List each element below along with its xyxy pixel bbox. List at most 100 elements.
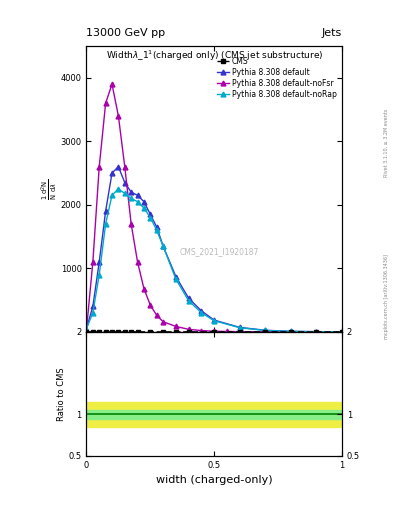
Pythia 8.308 default — [103, 208, 108, 214]
CMS — [97, 329, 101, 335]
Text: 13000 GeV pp: 13000 GeV pp — [86, 28, 165, 38]
Pythia 8.308 default-noFsr — [129, 221, 134, 227]
Pythia 8.308 default — [174, 273, 178, 280]
Pythia 8.308 default — [90, 304, 95, 310]
Pythia 8.308 default-noRap — [148, 215, 152, 221]
Pythia 8.308 default-noRap — [263, 327, 268, 333]
Text: mcplots.cern.ch [arXiv:1306.3436]: mcplots.cern.ch [arXiv:1306.3436] — [384, 254, 389, 339]
Pythia 8.308 default-noFsr — [154, 312, 159, 318]
Pythia 8.308 default-noRap — [90, 310, 95, 316]
Pythia 8.308 default-noRap — [84, 326, 89, 332]
Pythia 8.308 default-noRap — [174, 276, 178, 282]
Pythia 8.308 default — [123, 180, 127, 186]
Pythia 8.308 default-noFsr — [116, 113, 121, 119]
Text: CMS_2021_I1920187: CMS_2021_I1920187 — [180, 247, 259, 257]
Line: Pythia 8.308 default-noFsr: Pythia 8.308 default-noFsr — [84, 82, 344, 334]
Pythia 8.308 default-noFsr — [161, 318, 165, 325]
CMS — [161, 329, 165, 335]
CMS — [129, 329, 134, 335]
Pythia 8.308 default-noRap — [141, 205, 146, 211]
Pythia 8.308 default-noFsr — [90, 259, 95, 265]
Pythia 8.308 default-noFsr — [84, 327, 89, 333]
Line: Pythia 8.308 default: Pythia 8.308 default — [84, 164, 344, 334]
Pythia 8.308 default-noFsr — [174, 324, 178, 330]
Pythia 8.308 default-noRap — [154, 227, 159, 233]
CMS — [116, 329, 121, 335]
Pythia 8.308 default-noFsr — [135, 259, 140, 265]
CMS — [90, 329, 95, 335]
Pythia 8.308 default — [237, 324, 242, 330]
Pythia 8.308 default-noRap — [129, 196, 134, 202]
Pythia 8.308 default — [199, 308, 204, 314]
Pythia 8.308 default — [212, 317, 217, 323]
CMS — [186, 329, 191, 335]
Pythia 8.308 default — [340, 329, 344, 335]
Pythia 8.308 default-noFsr — [141, 286, 146, 292]
CMS — [212, 329, 217, 335]
Pythia 8.308 default-noFsr — [103, 100, 108, 106]
Pythia 8.308 default — [154, 224, 159, 230]
Pythia 8.308 default-noFsr — [340, 329, 344, 335]
Pythia 8.308 default-noRap — [110, 192, 114, 198]
Pythia 8.308 default-noFsr — [314, 329, 319, 335]
Pythia 8.308 default — [116, 164, 121, 170]
CMS — [110, 329, 114, 335]
Pythia 8.308 default-noRap — [340, 329, 344, 335]
Pythia 8.308 default — [129, 189, 134, 195]
Pythia 8.308 default-noFsr — [199, 328, 204, 334]
Pythia 8.308 default — [84, 326, 89, 332]
CMS — [174, 329, 178, 335]
Legend: CMS, Pythia 8.308 default, Pythia 8.308 default-noFsr, Pythia 8.308 default-noRa: CMS, Pythia 8.308 default, Pythia 8.308 … — [216, 56, 338, 100]
Pythia 8.308 default-noFsr — [148, 302, 152, 308]
Pythia 8.308 default — [141, 199, 146, 205]
Pythia 8.308 default-noRap — [199, 310, 204, 316]
CMS — [148, 329, 152, 335]
CMS — [263, 329, 268, 335]
CMS — [340, 329, 344, 335]
X-axis label: width (charged-only): width (charged-only) — [156, 475, 272, 485]
CMS — [84, 329, 89, 335]
Pythia 8.308 default-noFsr — [97, 164, 101, 170]
Pythia 8.308 default-noRap — [103, 221, 108, 227]
Pythia 8.308 default-noFsr — [288, 329, 293, 335]
CMS — [314, 329, 319, 335]
Line: CMS: CMS — [84, 330, 344, 334]
CMS — [288, 329, 293, 335]
Text: Rivet 3.1.10, ≥ 3.2M events: Rivet 3.1.10, ≥ 3.2M events — [384, 109, 389, 178]
Pythia 8.308 default-noFsr — [110, 81, 114, 87]
Pythia 8.308 default-noRap — [116, 186, 121, 192]
Pythia 8.308 default-noFsr — [263, 329, 268, 335]
Pythia 8.308 default-noFsr — [186, 326, 191, 332]
Pythia 8.308 default-noRap — [237, 325, 242, 331]
Pythia 8.308 default-noFsr — [237, 329, 242, 335]
Pythia 8.308 default-noRap — [212, 317, 217, 324]
Pythia 8.308 default — [288, 328, 293, 334]
Y-axis label: Ratio to CMS: Ratio to CMS — [57, 367, 66, 420]
Line: Pythia 8.308 default-noRap: Pythia 8.308 default-noRap — [84, 186, 344, 334]
CMS — [135, 329, 140, 335]
Pythia 8.308 default-noRap — [97, 272, 101, 278]
Pythia 8.308 default — [314, 329, 319, 335]
Pythia 8.308 default-noRap — [186, 297, 191, 304]
Pythia 8.308 default — [186, 295, 191, 301]
Pythia 8.308 default-noFsr — [123, 164, 127, 170]
Text: Width$\lambda\_1^1$(charged only) (CMS jet substructure): Width$\lambda\_1^1$(charged only) (CMS j… — [106, 49, 323, 63]
Pythia 8.308 default-noRap — [123, 190, 127, 197]
Pythia 8.308 default-noRap — [288, 328, 293, 334]
Pythia 8.308 default-noRap — [135, 199, 140, 205]
CMS — [123, 329, 127, 335]
Pythia 8.308 default — [97, 259, 101, 265]
Pythia 8.308 default — [110, 170, 114, 176]
CMS — [237, 329, 242, 335]
Pythia 8.308 default-noFsr — [225, 328, 230, 334]
CMS — [103, 329, 108, 335]
Pythia 8.308 default-noRap — [314, 329, 319, 335]
Pythia 8.308 default — [135, 192, 140, 198]
Text: Jets: Jets — [321, 28, 342, 38]
Pythia 8.308 default — [161, 243, 165, 249]
Pythia 8.308 default — [263, 327, 268, 333]
Pythia 8.308 default-noFsr — [212, 328, 217, 334]
Pythia 8.308 default — [148, 211, 152, 218]
Y-axis label: $\frac{1}{\mathrm{N}}\frac{\mathrm{d}^2\mathrm{N}}{\mathrm{d}\lambda}$: $\frac{1}{\mathrm{N}}\frac{\mathrm{d}^2\… — [39, 178, 59, 200]
Pythia 8.308 default-noRap — [161, 243, 165, 249]
